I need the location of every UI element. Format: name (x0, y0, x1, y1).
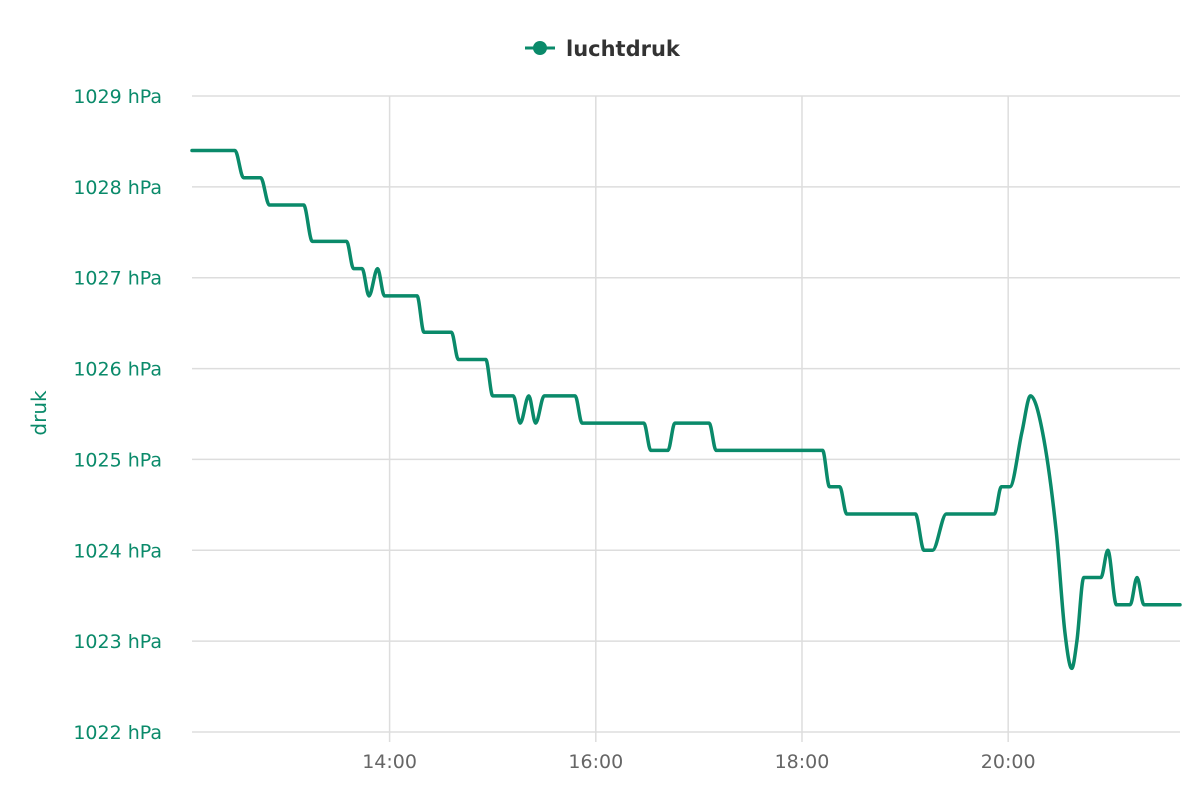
y-tick-label: 1026 hPa (73, 359, 162, 381)
legend-series-marker (533, 41, 547, 55)
y-tick-label: 1022 hPa (73, 722, 162, 744)
y-tick-label: 1027 hPa (73, 268, 162, 290)
x-tick-label: 20:00 (981, 751, 1036, 773)
x-gridlines (388, 96, 1009, 742)
legend[interactable]: luchtdruk (525, 37, 681, 61)
x-tick-label: 18:00 (775, 751, 830, 773)
series-line-luchtdruk[interactable] (190, 148, 1182, 671)
series-layer (190, 148, 1182, 671)
y-tick-label: 1029 hPa (73, 86, 162, 108)
x-tick-label: 14:00 (362, 751, 417, 773)
y-gridlines (192, 95, 1180, 733)
legend-label-luchtdruk: luchtdruk (566, 37, 681, 61)
y-axis-title: druk (27, 390, 51, 436)
y-tick-label: 1025 hPa (73, 449, 162, 471)
x-tick-label: 16:00 (568, 751, 623, 773)
y-tick-label: 1024 hPa (73, 540, 162, 562)
y-tick-labels: 1029 hPa 1028 hPa 1027 hPa 1026 hPa 1025 hPa… (73, 86, 162, 744)
y-tick-label: 1023 hPa (73, 631, 162, 653)
y-tick-label: 1028 hPa (73, 177, 162, 199)
x-tick-labels: 14:00 16:00 18:00 20:00 (362, 751, 1035, 773)
